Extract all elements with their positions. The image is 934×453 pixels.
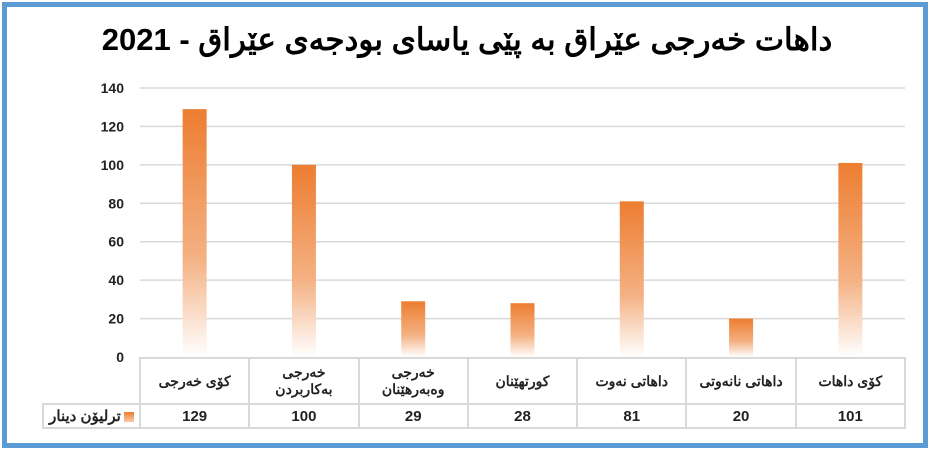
- bar: [729, 318, 754, 357]
- category-label-line: بەکاربردن: [275, 381, 333, 397]
- y-tick-label: 100: [101, 157, 125, 173]
- legend-swatch: [123, 412, 134, 423]
- chart-title: داهات خەرجی عێراق بە پێی یاسای بودجەی عێ…: [101, 22, 833, 57]
- y-tick-label: 0: [116, 349, 124, 365]
- category-label: کۆی داهات: [794, 357, 906, 405]
- data-label: 81: [576, 403, 688, 429]
- table-corner: [43, 358, 141, 405]
- category-label-line: کورتهێنان: [495, 372, 550, 389]
- category-label-line: خەرجی: [282, 364, 326, 380]
- data-label: 29: [357, 403, 469, 429]
- data-label: 100: [248, 403, 360, 429]
- data-label: 101: [794, 403, 906, 429]
- bar: [510, 303, 535, 357]
- bar: [182, 109, 207, 357]
- category-label: کۆی خەرجی: [138, 357, 251, 405]
- category-label-line: داهاتی نەوت: [595, 372, 669, 389]
- legend-label: ترلیۆن دینار: [49, 408, 121, 425]
- bar: [619, 201, 644, 357]
- bar: [401, 301, 426, 357]
- category-label-line: وەبەرهێنان: [381, 381, 445, 397]
- data-label: 129: [138, 403, 251, 429]
- category-label-line: کۆی خەرجی: [158, 372, 231, 389]
- y-tick-label: 140: [101, 80, 125, 96]
- category-label-line: کۆی داهات: [818, 372, 883, 389]
- category-label-line: خەرجی: [391, 364, 435, 380]
- category-label: کورتهێنان: [466, 357, 579, 405]
- category-label: داهاتی نانەوتی: [685, 357, 797, 405]
- y-tick-label: 120: [101, 118, 125, 134]
- category-label-line: داهاتی نانەوتی: [699, 372, 783, 389]
- category-label: خەرجی بەکاربردن: [248, 357, 360, 405]
- data-table: کۆی خەرجی خەرجی بەکاربردن خەرجی وەبەرهێنان کو…: [42, 357, 906, 429]
- y-tick-label: 80: [108, 195, 124, 211]
- data-label: 28: [466, 403, 579, 429]
- bar: [838, 162, 863, 357]
- category-label: داهاتی نەوت: [576, 357, 688, 405]
- legend-cell: ترلیۆن دینار: [42, 403, 141, 429]
- bar: [291, 164, 316, 357]
- y-tick-label: 40: [108, 272, 124, 288]
- y-tick-label: 20: [108, 311, 124, 327]
- category-label: خەرجی وەبەرهێنان: [357, 357, 469, 405]
- y-tick-label: 60: [108, 234, 124, 250]
- data-label: 20: [685, 403, 797, 429]
